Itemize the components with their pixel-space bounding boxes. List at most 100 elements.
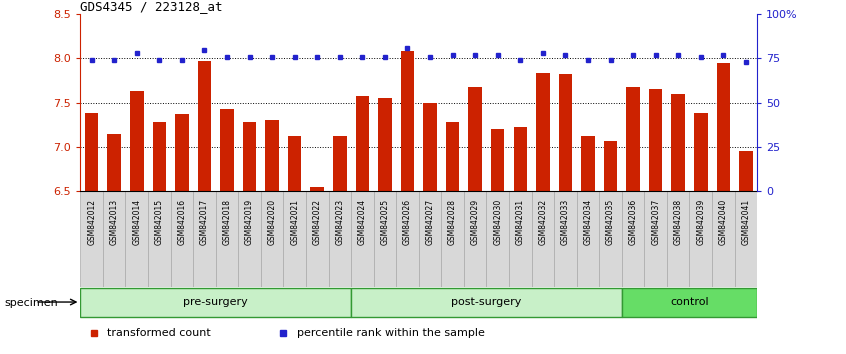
Bar [401,51,415,191]
Bar [509,191,531,287]
Text: GSM842038: GSM842038 [673,199,683,245]
Text: GSM842024: GSM842024 [358,199,367,245]
Bar [396,191,419,287]
Text: GSM842017: GSM842017 [200,199,209,245]
Bar [378,98,392,191]
Bar [288,136,301,191]
Bar [464,191,486,287]
Bar [107,133,121,191]
Text: control: control [670,297,709,307]
Bar [581,136,595,191]
Bar [306,191,328,287]
Bar [645,191,667,287]
Bar [193,191,216,287]
Bar [283,191,306,287]
Bar [148,191,171,287]
Text: GSM842031: GSM842031 [516,199,525,245]
Text: post-surgery: post-surgery [451,297,522,307]
Bar [152,122,166,191]
Bar [310,187,324,191]
Bar [103,191,125,287]
Bar [80,191,103,287]
Bar [333,136,347,191]
Bar [739,151,753,191]
Text: GSM842028: GSM842028 [448,199,457,245]
Bar [351,191,374,287]
Text: GSM842033: GSM842033 [561,199,570,245]
Bar [486,191,509,287]
Text: GSM842039: GSM842039 [696,199,706,245]
Bar [125,191,148,287]
Text: GSM842022: GSM842022 [313,199,321,245]
Text: GSM842026: GSM842026 [403,199,412,245]
Bar [577,191,599,287]
Text: GSM842029: GSM842029 [470,199,480,245]
Bar [712,191,734,287]
Text: GSM842037: GSM842037 [651,199,660,245]
Bar [514,127,527,191]
Text: transformed count: transformed count [107,328,212,338]
Bar [734,191,757,287]
Text: GSM842025: GSM842025 [381,199,389,245]
Bar [266,120,279,191]
Bar [694,113,707,191]
Text: GSM842016: GSM842016 [178,199,186,245]
Bar [599,191,622,287]
Text: GSM842020: GSM842020 [267,199,277,245]
Bar [442,191,464,287]
Bar [622,288,757,317]
Text: GSM842021: GSM842021 [290,199,299,245]
Text: GSM842035: GSM842035 [606,199,615,245]
Bar [672,94,685,191]
Bar [80,288,351,317]
Bar [604,141,618,191]
Bar [531,191,554,287]
Bar [558,74,572,191]
Bar [554,191,577,287]
Bar [423,103,437,191]
Bar [198,61,212,191]
Bar [216,191,239,287]
Text: GSM842013: GSM842013 [110,199,118,245]
Bar [351,288,622,317]
Text: GSM842041: GSM842041 [741,199,750,245]
Bar [446,122,459,191]
Bar [626,87,640,191]
Text: pre-surgery: pre-surgery [184,297,248,307]
Text: GSM842018: GSM842018 [222,199,232,245]
Bar [717,63,730,191]
Text: GSM842023: GSM842023 [335,199,344,245]
Bar [220,109,233,191]
Bar [85,113,98,191]
Text: GSM842019: GSM842019 [245,199,254,245]
Text: GSM842027: GSM842027 [426,199,435,245]
Text: GSM842034: GSM842034 [584,199,592,245]
Bar [469,87,482,191]
Text: GSM842014: GSM842014 [132,199,141,245]
Bar [130,91,144,191]
Bar [243,122,256,191]
Bar [328,191,351,287]
Text: GSM842040: GSM842040 [719,199,728,245]
Bar [261,191,283,287]
Text: GSM842032: GSM842032 [538,199,547,245]
Bar [689,191,712,287]
Bar [239,191,261,287]
Bar [649,89,662,191]
Text: percentile rank within the sample: percentile rank within the sample [297,328,485,338]
Bar [622,191,645,287]
Bar [374,191,396,287]
Bar [355,96,369,191]
Bar [667,191,689,287]
Text: specimen: specimen [4,298,58,308]
Bar [175,114,189,191]
Bar [491,129,504,191]
Text: GSM842012: GSM842012 [87,199,96,245]
Bar [419,191,442,287]
Text: GSM842015: GSM842015 [155,199,164,245]
Bar [536,73,550,191]
Text: GSM842030: GSM842030 [493,199,503,245]
Text: GSM842036: GSM842036 [629,199,638,245]
Bar [171,191,193,287]
Text: GDS4345 / 223128_at: GDS4345 / 223128_at [80,0,222,13]
